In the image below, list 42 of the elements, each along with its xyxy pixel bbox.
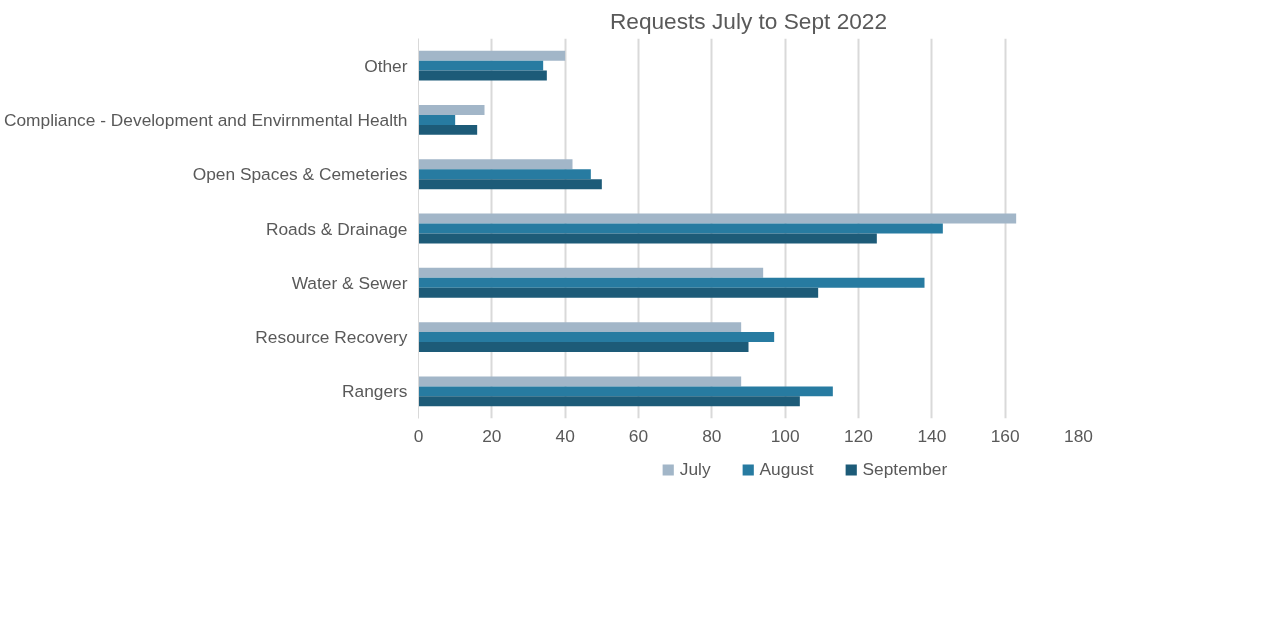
bar	[418, 213, 1017, 224]
bar	[418, 159, 573, 170]
y-tick-label: Resource Recovery	[255, 327, 408, 348]
bar	[418, 322, 742, 333]
x-tick-label: 0	[413, 425, 424, 446]
bar	[418, 396, 800, 407]
legend-label: August	[759, 458, 814, 480]
y-tick-label: Other	[364, 55, 408, 76]
bar	[418, 267, 764, 278]
bar	[418, 114, 456, 125]
bar	[418, 386, 833, 397]
x-tick-label: 140	[917, 425, 947, 446]
bar	[418, 342, 749, 352]
bar	[418, 332, 775, 343]
y-tick-label: Roads & Drainage	[265, 218, 408, 239]
bar	[418, 124, 478, 135]
y-tick-label: Compliance - Development and Envirnmental Health	[3, 109, 408, 130]
bar	[418, 70, 547, 81]
x-tick-label: 40	[555, 425, 575, 446]
bar	[418, 60, 544, 71]
chart-title: Requests July to Sept 2022	[609, 7, 888, 34]
bar	[418, 376, 742, 387]
bar	[418, 277, 925, 288]
y-tick-label: Rangers	[342, 381, 408, 402]
x-tick-label: 20	[482, 425, 502, 446]
y-tick-label: Water & Sewer	[291, 272, 408, 293]
bar	[418, 105, 485, 115]
x-tick-label: 160	[990, 425, 1020, 446]
bar	[418, 179, 602, 190]
bar	[418, 169, 591, 180]
x-tick-label: 80	[702, 425, 722, 446]
legend-label: September	[862, 458, 948, 480]
x-tick-label: 180	[1064, 425, 1093, 446]
bar	[418, 223, 943, 234]
bar	[418, 287, 819, 298]
legend-label: July	[679, 458, 711, 480]
x-tick-label: 120	[844, 425, 873, 446]
x-tick-label: 60	[628, 425, 649, 446]
y-tick-label: Open Spaces & Cemeteries	[192, 164, 408, 185]
bar	[418, 233, 877, 244]
x-tick-label: 100	[770, 425, 800, 446]
bar	[418, 50, 566, 61]
